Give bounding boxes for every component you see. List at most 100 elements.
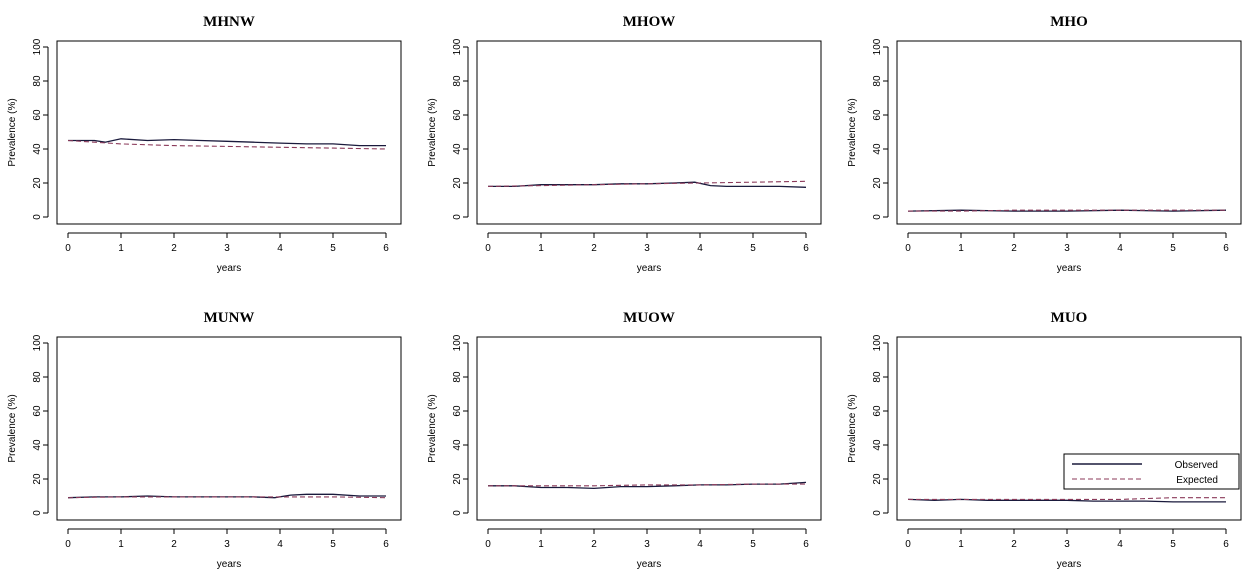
y-axis-label: Prevalence (%) xyxy=(427,394,438,462)
y-tick-label: 20 xyxy=(32,177,43,189)
series-line-expected xyxy=(67,496,387,499)
y-tick-label: 40 xyxy=(452,439,463,451)
y-axis-label: Prevalence (%) xyxy=(7,98,18,166)
y-axis-label: Prevalence (%) xyxy=(7,394,18,462)
legend-label-observed: Observed xyxy=(1175,460,1218,471)
series-line-observed xyxy=(488,181,807,188)
y-tick-label: 60 xyxy=(452,405,463,417)
x-tick-label: 6 xyxy=(383,539,389,550)
chart-title: MHOW xyxy=(623,14,676,30)
series-line-expected xyxy=(67,139,387,150)
y-tick-label: 20 xyxy=(452,177,463,189)
plot-frame xyxy=(896,336,1242,521)
x-tick-label: 6 xyxy=(803,539,809,550)
x-tick-label: 2 xyxy=(591,539,597,550)
y-tick-label: 100 xyxy=(32,334,43,351)
x-tick-label: 2 xyxy=(1011,243,1017,254)
x-tick-label: 6 xyxy=(1223,539,1229,550)
x-tick-label: 1 xyxy=(118,243,124,254)
x-tick-label: 2 xyxy=(171,539,177,550)
y-tick-label: 20 xyxy=(872,473,883,485)
y-tick-label: 0 xyxy=(32,510,43,516)
chart-title: MUOW xyxy=(623,310,675,326)
legend-box xyxy=(1063,453,1240,490)
x-tick-label: 6 xyxy=(1223,243,1229,254)
x-tick-label: 1 xyxy=(958,243,964,254)
x-tick-label: 4 xyxy=(277,539,283,550)
series-line-expected xyxy=(908,497,1226,500)
y-tick-label: 40 xyxy=(32,439,43,451)
x-tick-label: 3 xyxy=(224,539,230,550)
plot-frame xyxy=(896,40,1242,225)
x-tick-label: 0 xyxy=(65,243,71,254)
x-axis-label: years xyxy=(637,263,661,274)
series-line-expected xyxy=(908,209,1226,212)
x-tick-label: 5 xyxy=(750,243,756,254)
y-tick-label: 80 xyxy=(32,75,43,87)
y-tick-label: 100 xyxy=(452,38,463,55)
y-tick-label: 60 xyxy=(32,109,43,121)
legend: Observed Expected xyxy=(1063,453,1240,490)
x-tick-label: 3 xyxy=(644,539,650,550)
x-tick-label: 6 xyxy=(383,243,389,254)
x-tick-label: 3 xyxy=(644,243,650,254)
y-tick-label: 100 xyxy=(452,334,463,351)
x-tick-label: 0 xyxy=(65,539,71,550)
y-tick-label: 20 xyxy=(452,473,463,485)
x-tick-label: 5 xyxy=(750,539,756,550)
series-line-observed xyxy=(907,209,1227,212)
series-line-expected xyxy=(487,180,807,187)
x-tick-label: 6 xyxy=(803,243,809,254)
y-tick-label: 20 xyxy=(32,473,43,485)
y-tick-label: 60 xyxy=(872,405,883,417)
x-tick-label: 5 xyxy=(330,243,336,254)
y-tick-label: 100 xyxy=(32,38,43,55)
chart-title: MUO xyxy=(1051,310,1088,326)
series-line-expected xyxy=(488,483,806,487)
plot-frame xyxy=(476,40,822,225)
y-tick-label: 40 xyxy=(872,143,883,155)
panel-munw: MUNW 0 1 2 3 4 5 6 years 0 20 40 60 80 100 Prevalence (… xyxy=(7,310,402,570)
panel-mho: MHO 0 1 2 3 4 5 6 years 0 20 40 60 80 100 Prevalence (%… xyxy=(847,14,1242,274)
y-tick-label: 0 xyxy=(872,214,883,220)
x-tick-label: 0 xyxy=(485,539,491,550)
chart-title: MUNW xyxy=(204,310,255,326)
x-tick-label: 2 xyxy=(1011,539,1017,550)
x-tick-label: 2 xyxy=(591,243,597,254)
x-tick-label: 4 xyxy=(277,243,283,254)
x-axis-label: years xyxy=(1057,263,1081,274)
series-line-observed xyxy=(68,138,386,147)
series-line-observed xyxy=(67,493,386,499)
y-tick-label: 80 xyxy=(872,75,883,87)
x-tick-label: 4 xyxy=(1117,243,1123,254)
x-axis-label: years xyxy=(217,559,241,570)
y-tick-label: 60 xyxy=(452,109,463,121)
x-tick-label: 1 xyxy=(958,539,964,550)
x-axis-label: years xyxy=(1057,559,1081,570)
x-axis-label: years xyxy=(217,263,241,274)
x-tick-label: 5 xyxy=(330,539,336,550)
series-line-observed xyxy=(907,498,1226,503)
y-tick-label: 60 xyxy=(872,109,883,121)
x-tick-label: 4 xyxy=(697,243,703,254)
x-tick-label: 5 xyxy=(1170,243,1176,254)
panel-mhnw: MHNW 0 1 2 3 4 5 6 years 0 20 40 60 80 100 Prevalence (… xyxy=(7,14,402,274)
x-tick-label: 1 xyxy=(538,243,544,254)
chart-title: MHNW xyxy=(203,14,255,30)
y-axis-label: Prevalence (%) xyxy=(427,98,438,166)
panel-mhow: MHOW 0 1 2 3 4 5 6 years 0 20 40 60 80 100 Prevalence (… xyxy=(427,14,822,274)
x-tick-label: 3 xyxy=(224,243,230,254)
y-tick-label: 0 xyxy=(452,214,463,220)
x-tick-label: 0 xyxy=(905,243,911,254)
y-tick-label: 80 xyxy=(872,371,883,383)
plot-frame xyxy=(476,336,822,521)
y-tick-label: 80 xyxy=(452,75,463,87)
x-tick-label: 5 xyxy=(1170,539,1176,550)
y-tick-label: 60 xyxy=(32,405,43,417)
x-tick-label: 1 xyxy=(538,539,544,550)
panel-muo: MUO 0 1 2 3 4 5 6 years 0 20 40 60 80 100 Prevalence (%… xyxy=(847,310,1242,570)
x-tick-label: 3 xyxy=(1064,243,1070,254)
y-axis-label: Prevalence (%) xyxy=(847,98,858,166)
x-tick-label: 4 xyxy=(1117,539,1123,550)
